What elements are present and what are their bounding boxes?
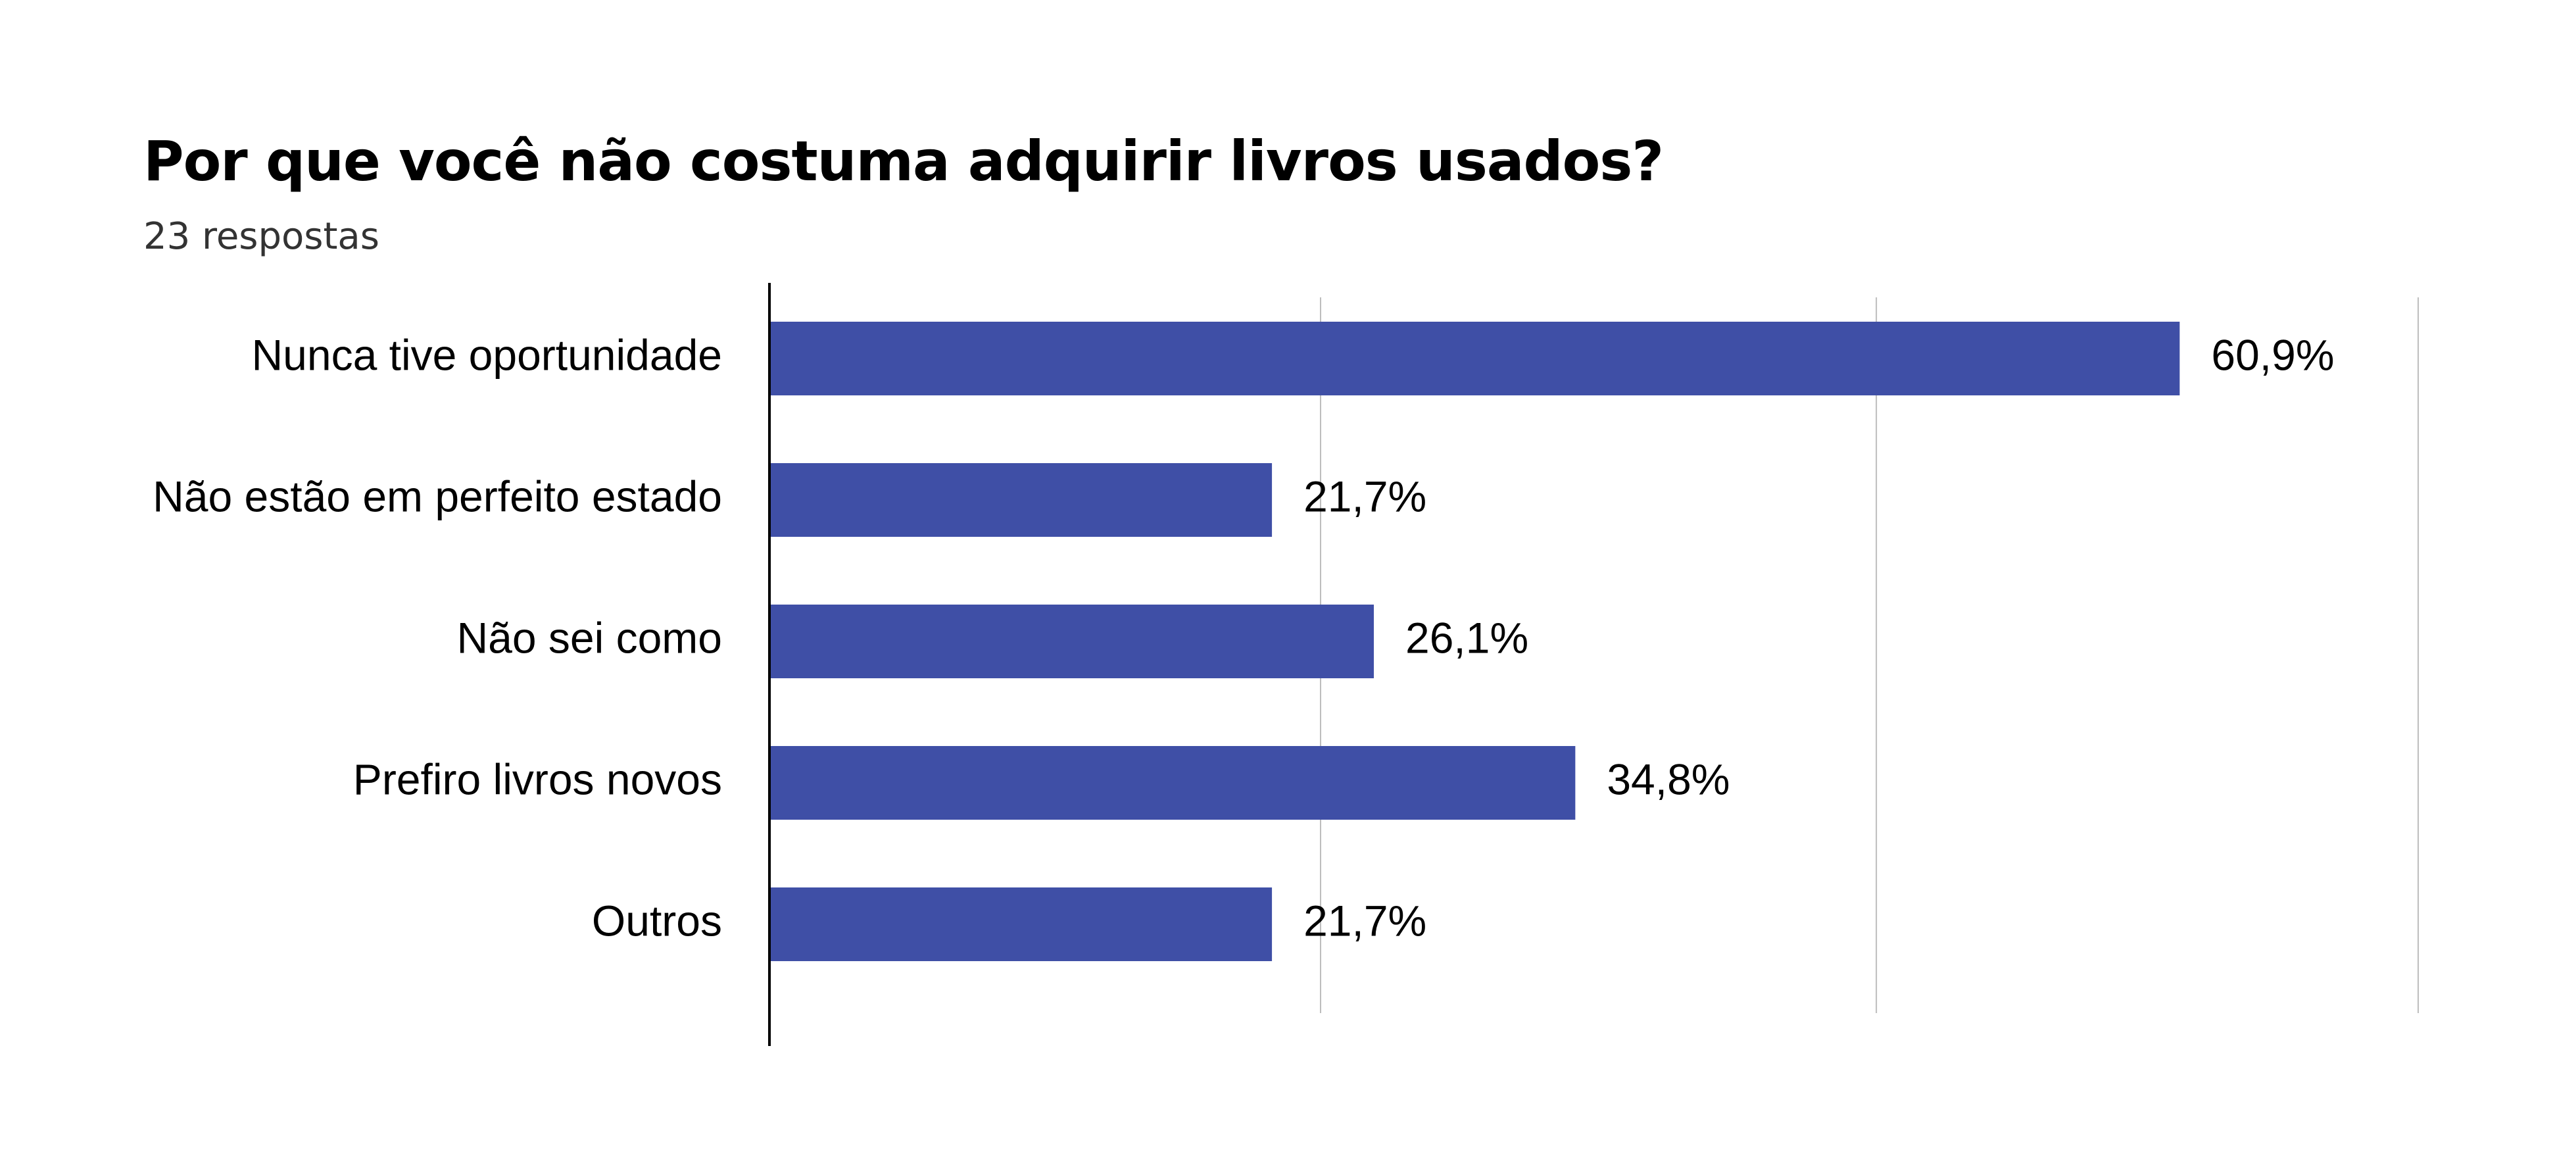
category-label: Não sei como xyxy=(456,613,722,662)
value-label: 60,9% xyxy=(2211,330,2334,379)
response-count: 23 respostas xyxy=(143,215,379,258)
value-label: 26,1% xyxy=(1405,613,1528,662)
bar xyxy=(769,463,1273,537)
value-label: 34,8% xyxy=(1607,755,1730,803)
chart-title: Por que você não costuma adquirir livros… xyxy=(143,129,1664,193)
value-label: 21,7% xyxy=(1303,896,1426,945)
bar xyxy=(769,605,1374,678)
category-label: Prefiro livros novos xyxy=(353,755,722,803)
category-label: Outros xyxy=(592,896,722,945)
bar xyxy=(769,322,2180,395)
category-label: Não estão em perfeito estado xyxy=(153,472,722,520)
value-label: 21,7% xyxy=(1303,472,1426,520)
value-labels: 60,9% 21,7% 26,1% 34,8% 21,7% xyxy=(1303,330,2334,945)
bars xyxy=(769,322,2180,961)
category-label: Nunca tive oportunidade xyxy=(252,330,723,379)
bar xyxy=(769,887,1273,961)
bar xyxy=(769,746,1576,820)
category-labels: Nunca tive oportunidade Não estão em perf… xyxy=(153,330,722,945)
